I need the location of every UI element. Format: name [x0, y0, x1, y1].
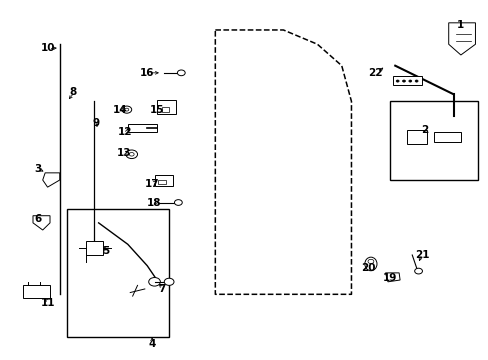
- Bar: [407, 130, 426, 144]
- Text: 3: 3: [34, 164, 41, 174]
- Circle shape: [414, 80, 417, 82]
- Bar: [86, 241, 103, 255]
- Polygon shape: [385, 273, 399, 282]
- Circle shape: [367, 259, 373, 264]
- Bar: [154, 175, 173, 186]
- Circle shape: [402, 80, 405, 82]
- Bar: [389, 102, 477, 180]
- Text: 7: 7: [158, 284, 165, 294]
- Text: 18: 18: [147, 198, 162, 207]
- Circle shape: [164, 278, 174, 285]
- Bar: [67, 208, 169, 337]
- Circle shape: [125, 150, 137, 158]
- Text: 19: 19: [383, 273, 397, 283]
- Text: 17: 17: [144, 179, 159, 189]
- Bar: [162, 107, 169, 112]
- Text: 13: 13: [117, 148, 131, 158]
- Bar: [23, 285, 50, 298]
- Polygon shape: [42, 173, 60, 187]
- Text: 2: 2: [420, 125, 427, 135]
- Circle shape: [124, 108, 128, 111]
- Text: 16: 16: [140, 68, 154, 78]
- Text: 10: 10: [40, 43, 55, 53]
- Circle shape: [414, 268, 422, 274]
- Bar: [392, 76, 421, 85]
- Circle shape: [129, 153, 134, 156]
- Text: 21: 21: [414, 250, 428, 260]
- Text: 1: 1: [456, 19, 464, 30]
- Circle shape: [408, 80, 411, 82]
- Bar: [433, 132, 460, 143]
- Circle shape: [174, 200, 182, 205]
- Text: 8: 8: [70, 87, 77, 98]
- Bar: [157, 100, 176, 114]
- Text: 15: 15: [149, 105, 164, 115]
- Text: 9: 9: [92, 118, 100, 128]
- Ellipse shape: [364, 257, 376, 271]
- Circle shape: [395, 80, 398, 82]
- Text: 11: 11: [40, 298, 55, 308]
- Text: 20: 20: [361, 262, 375, 273]
- Bar: [158, 180, 165, 184]
- Text: 6: 6: [34, 214, 41, 224]
- Text: 12: 12: [118, 127, 132, 137]
- Text: 5: 5: [102, 247, 109, 256]
- Polygon shape: [448, 23, 474, 55]
- Polygon shape: [33, 216, 50, 230]
- Bar: [127, 124, 157, 132]
- Text: 14: 14: [113, 105, 127, 115]
- Circle shape: [177, 70, 185, 76]
- Text: 22: 22: [368, 68, 382, 78]
- Text: 4: 4: [148, 339, 156, 349]
- Circle shape: [148, 278, 160, 286]
- Circle shape: [122, 106, 131, 113]
